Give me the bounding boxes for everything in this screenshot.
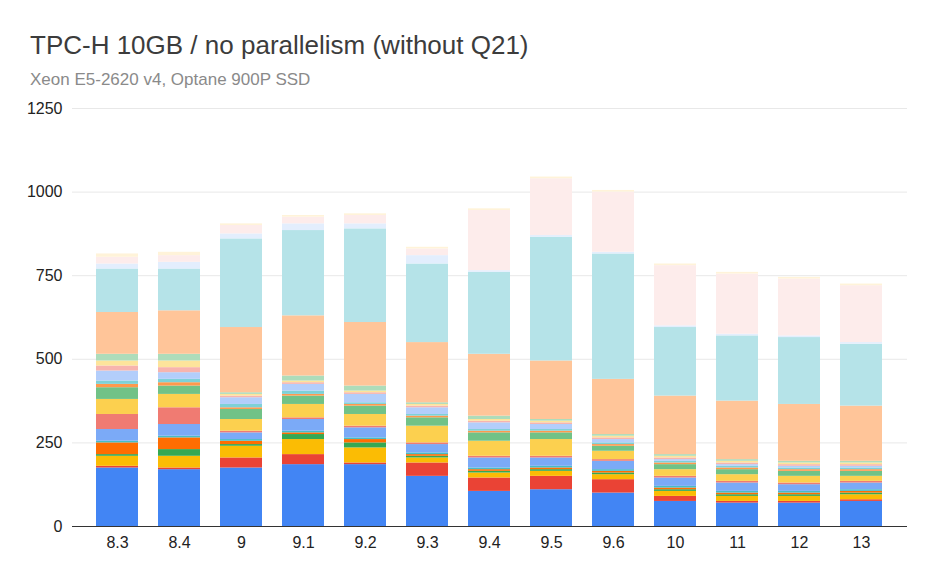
svg-text:250: 250 [36, 434, 63, 451]
svg-text:8.4: 8.4 [168, 534, 190, 551]
svg-text:9.4: 9.4 [478, 534, 500, 551]
svg-text:9.6: 9.6 [602, 534, 624, 551]
html-text:Xeon E5-2620 v4, Optane 900P S: Xeon E5-2620 v4, Optane 900P SSD [30, 70, 311, 89]
svg-text:0: 0 [54, 518, 63, 535]
svg-text:11: 11 [729, 534, 746, 551]
svg-text:9: 9 [237, 534, 246, 551]
svg-text:1000: 1000 [27, 183, 63, 200]
svg-text:10: 10 [667, 534, 685, 551]
svg-text:9.3: 9.3 [416, 534, 438, 551]
svg-text:750: 750 [36, 267, 63, 284]
svg-text:1250: 1250 [27, 100, 63, 117]
html-text:TPC-H 10GB / no parallelism (w: TPC-H 10GB / no parallelism (without Q21… [30, 30, 529, 60]
svg-text:13: 13 [853, 534, 871, 551]
svg-text:9.1: 9.1 [292, 534, 314, 551]
svg-text:9.5: 9.5 [540, 534, 562, 551]
svg-text:9.2: 9.2 [354, 534, 376, 551]
svg-text:12: 12 [791, 534, 809, 551]
svg-text:8.3: 8.3 [106, 534, 128, 551]
svg-text:500: 500 [36, 350, 63, 367]
